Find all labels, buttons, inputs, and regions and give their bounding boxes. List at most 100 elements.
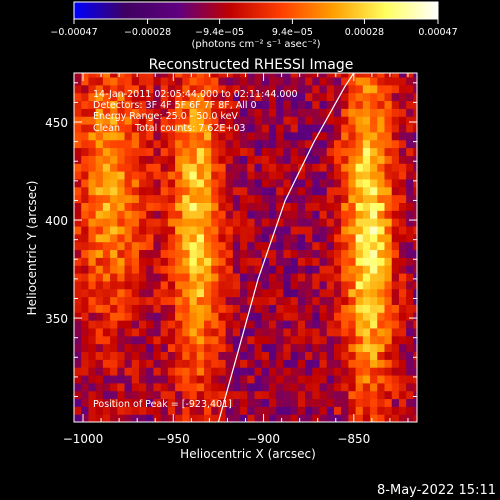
heatmap-cell	[377, 257, 386, 266]
heatmap-cell	[124, 225, 133, 235]
heatmap-cell	[196, 335, 205, 345]
heatmap-cell	[413, 414, 417, 422]
heatmap-cell	[160, 398, 169, 407]
heatmap-cell	[283, 73, 292, 78]
heatmap-cell	[341, 343, 349, 353]
heatmap-cell	[110, 249, 118, 258]
heatmap-cell	[391, 367, 400, 376]
heatmap-cell	[110, 280, 118, 290]
heatmap-cell	[319, 186, 328, 196]
heatmap-cell	[95, 171, 104, 180]
heatmap-cell	[247, 233, 256, 243]
heatmap-cell	[413, 335, 417, 345]
heatmap-cell	[182, 147, 191, 156]
heatmap-cell	[319, 147, 328, 156]
heatmap-cell	[355, 296, 364, 305]
heatmap-cell	[283, 108, 292, 117]
heatmap-cell	[167, 335, 176, 345]
heatmap-cell	[146, 178, 155, 188]
heatmap-cell	[312, 398, 321, 407]
heatmap-cell	[319, 241, 328, 251]
heatmap-cell	[160, 218, 169, 227]
heatmap-cell	[355, 218, 364, 227]
heatmap-cell	[218, 186, 227, 196]
heatmap-cell	[384, 390, 393, 400]
heatmap-cell	[305, 304, 313, 313]
heatmap-cell	[391, 139, 400, 149]
heatmap-cell	[398, 147, 407, 156]
heatmap-cell	[218, 84, 227, 94]
heatmap-cell	[326, 390, 335, 400]
heatmap-cell	[232, 367, 241, 376]
heatmap-cell	[276, 351, 285, 360]
solar-limb-curve	[217, 73, 355, 422]
heatmap-cell	[377, 123, 386, 133]
heatmap-cell	[160, 76, 169, 86]
heatmap-cell	[276, 241, 285, 251]
heatmap-cell	[110, 320, 118, 329]
heatmap-cell	[203, 257, 212, 266]
heatmap-cell	[276, 398, 285, 407]
heatmap-cell	[326, 257, 335, 266]
heatmap-cell	[240, 367, 248, 376]
heatmap-cell	[341, 304, 349, 313]
heatmap-cell	[333, 92, 342, 102]
heatmap-cell	[167, 186, 176, 196]
heatmap-cell	[362, 218, 371, 227]
heatmap-cell	[81, 374, 90, 384]
heatmap-cell	[276, 225, 285, 235]
heatmap-cell	[81, 296, 90, 305]
heatmap-cell	[153, 84, 162, 94]
heatmap-cell	[254, 131, 263, 141]
heatmap-cell	[153, 296, 162, 305]
heatmap-cell	[377, 382, 386, 392]
heatmap-cell	[110, 92, 118, 102]
heatmap-cell	[312, 296, 321, 305]
heatmap-cell	[146, 367, 155, 376]
heatmap-cell	[225, 327, 234, 337]
heatmap-cell	[326, 359, 335, 368]
heatmap-cell	[391, 335, 400, 345]
heatmap-cell	[189, 288, 198, 298]
heatmap-cell	[117, 406, 126, 415]
heatmap-cell	[232, 249, 241, 258]
heatmap-cell	[124, 406, 133, 415]
heatmap-cell	[167, 257, 176, 266]
heatmap-cell	[182, 241, 191, 251]
heatmap-cell	[283, 320, 292, 329]
heatmap-cell	[370, 84, 378, 94]
heatmap-cell	[312, 202, 321, 211]
heatmap-cell	[406, 84, 414, 94]
heatmap-cell	[211, 210, 220, 219]
heatmap-cell	[290, 116, 299, 125]
heatmap-cell	[232, 241, 241, 251]
heatmap-cell	[312, 351, 321, 360]
heatmap-cell	[276, 84, 285, 94]
heatmap-cell	[362, 304, 371, 313]
heatmap-cell	[203, 304, 212, 313]
heatmap-cell	[218, 343, 227, 353]
heatmap-cell	[218, 288, 227, 298]
heatmap-cell	[74, 335, 82, 345]
heatmap-cell	[333, 288, 342, 298]
heatmap-cell	[341, 202, 349, 211]
heatmap-cell	[290, 374, 299, 384]
heatmap-cell	[232, 147, 241, 156]
heatmap-cell	[232, 406, 241, 415]
heatmap-cell	[131, 406, 140, 415]
heatmap-cell	[203, 178, 212, 188]
heatmap-cell	[218, 210, 227, 219]
heatmap-cell	[74, 265, 82, 274]
heatmap-cell	[312, 390, 321, 400]
heatmap-cell	[110, 225, 118, 235]
heatmap-cell	[247, 178, 256, 188]
heatmap-cell	[391, 390, 400, 400]
heatmap-cell	[146, 335, 155, 345]
heatmap-cell	[218, 116, 227, 125]
heatmap-cell	[88, 390, 97, 400]
heatmap-cell	[348, 359, 357, 368]
heatmap-cell	[225, 100, 234, 109]
heatmap-cell	[290, 398, 299, 407]
heatmap-cell	[153, 327, 162, 337]
heatmap-cell	[218, 367, 227, 376]
